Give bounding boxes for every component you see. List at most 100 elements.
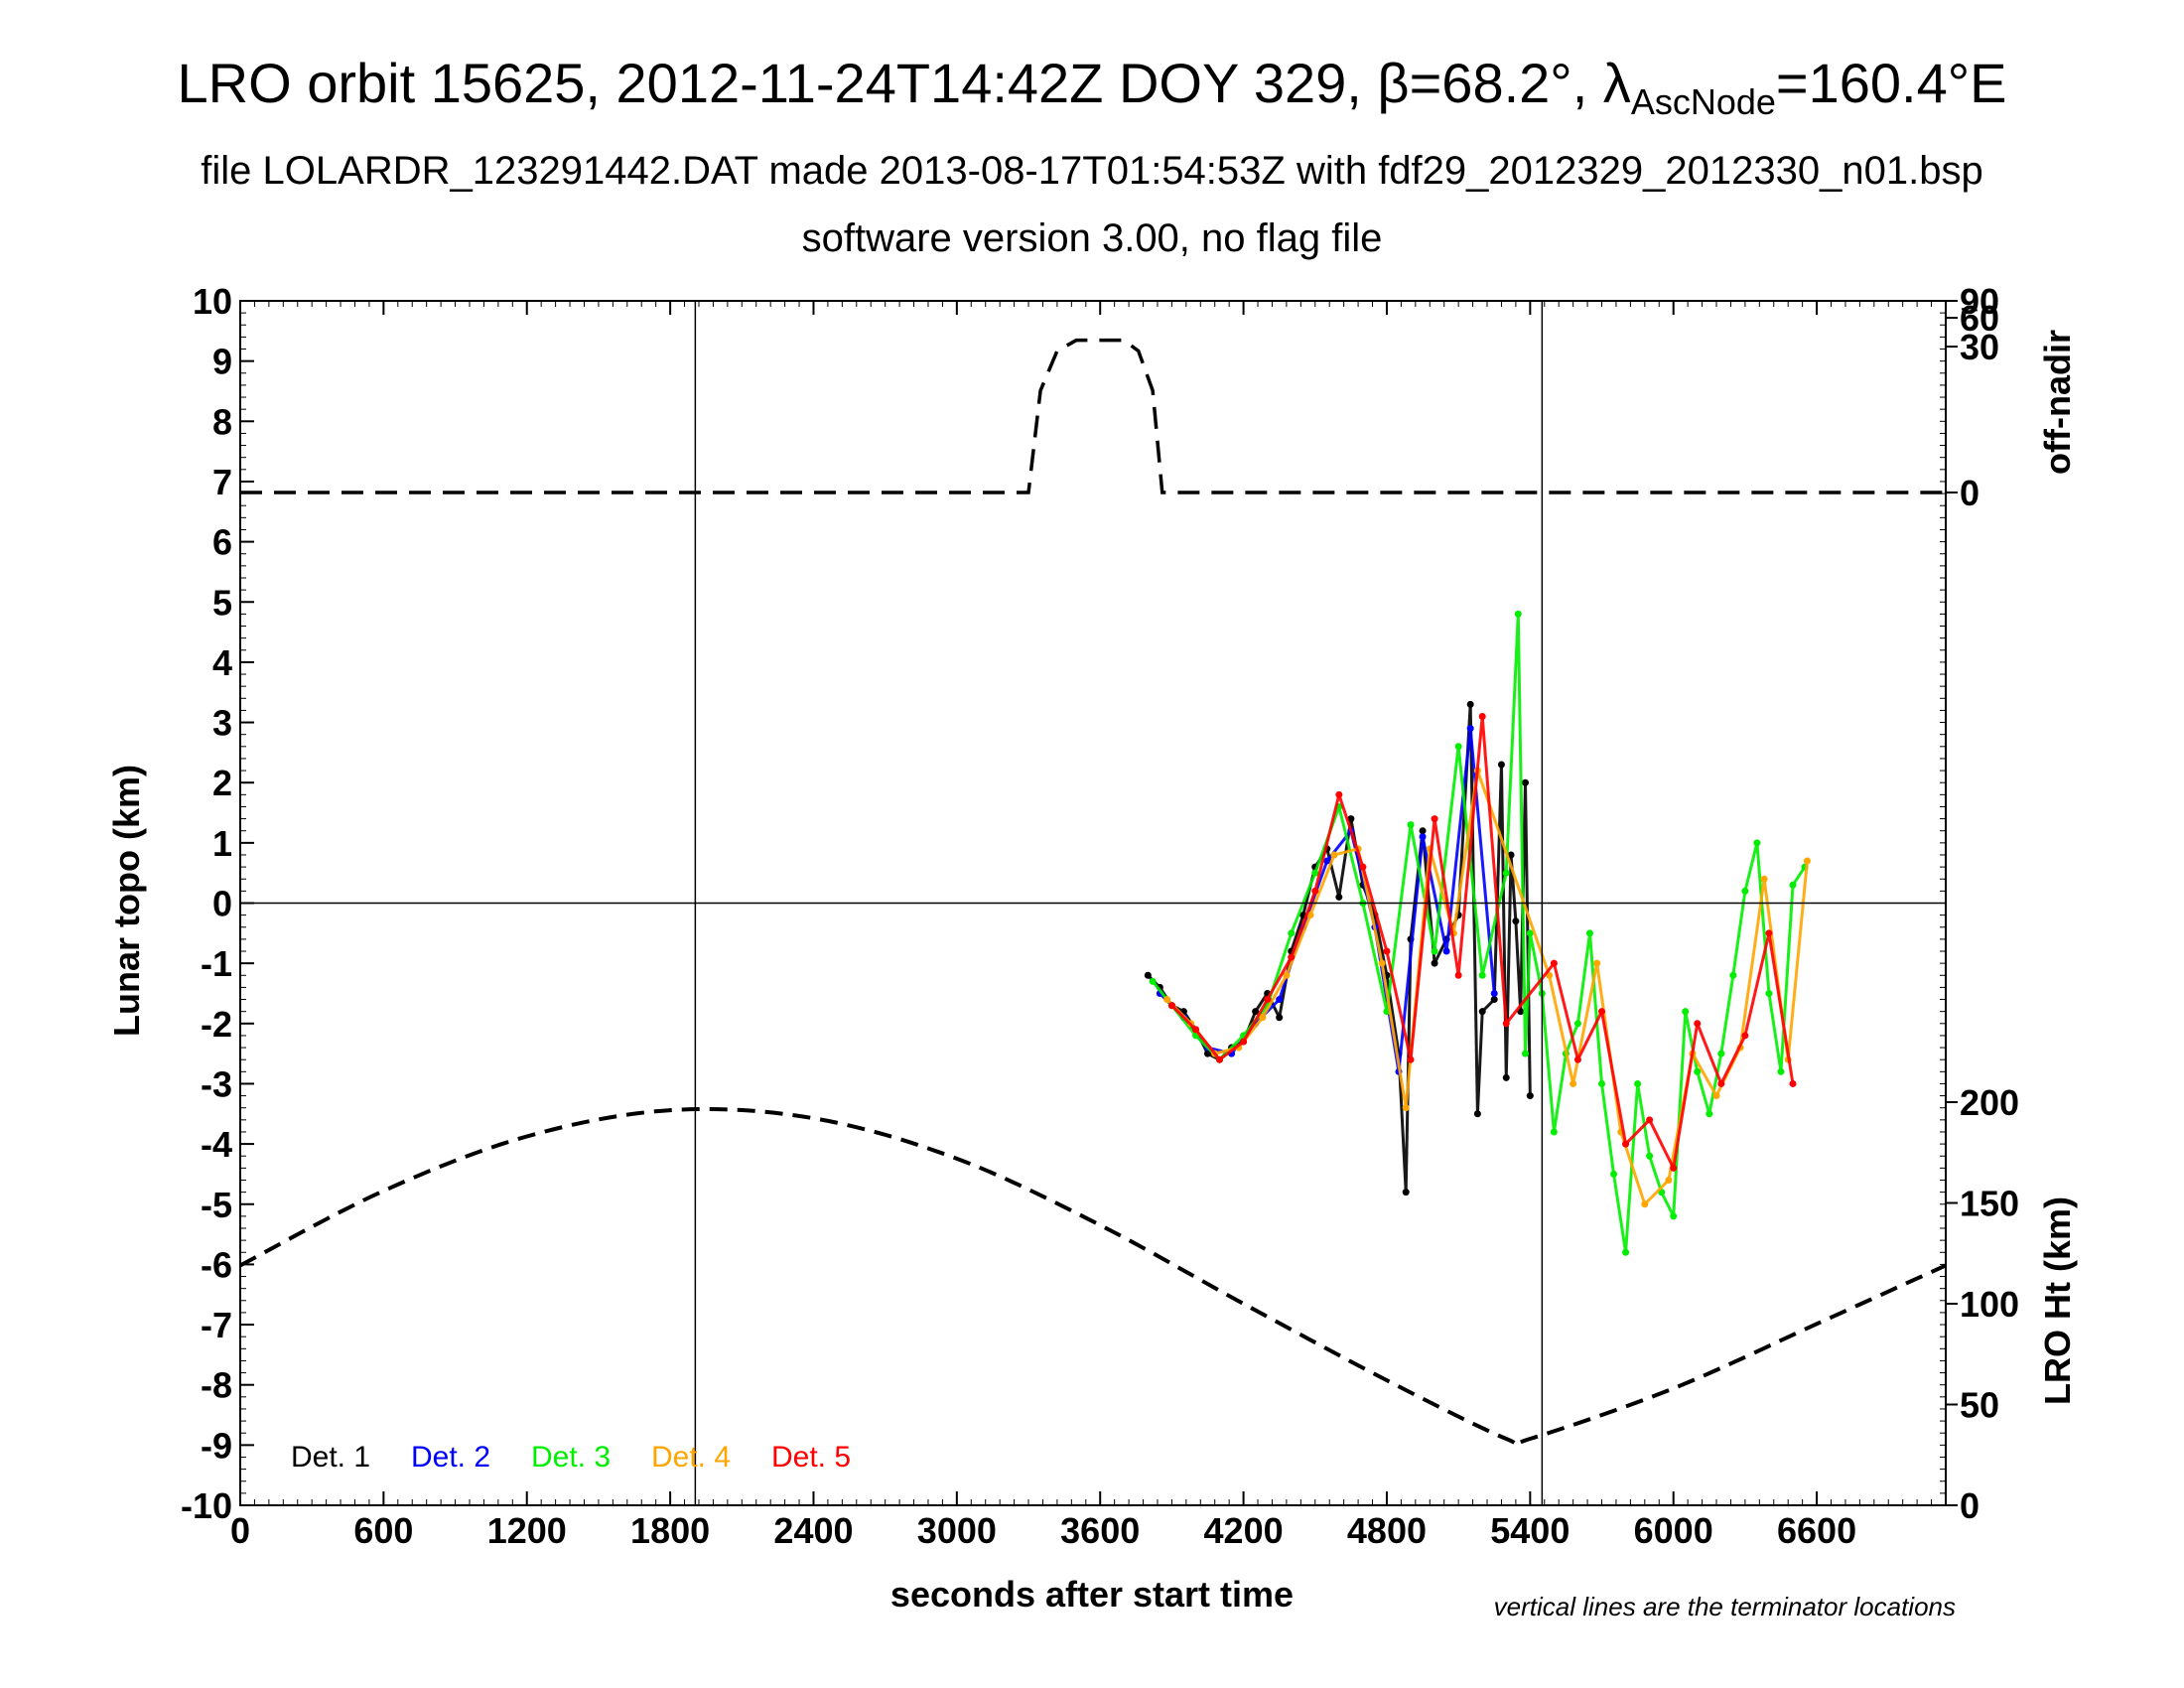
y-axis-label-off-nadir: off-nadir bbox=[2037, 330, 2078, 475]
topo-point-det5 bbox=[1765, 929, 1773, 937]
x-tick-label: 1200 bbox=[487, 1510, 567, 1551]
topo-point-det3 bbox=[1407, 821, 1415, 829]
topo-point-det1 bbox=[1419, 827, 1427, 835]
topo-point-det1 bbox=[1402, 1189, 1410, 1196]
x-tick-label: 3000 bbox=[917, 1510, 997, 1551]
off-nadir-line bbox=[240, 338, 1946, 494]
topo-point-det5 bbox=[1431, 815, 1438, 823]
y-tick-label: -10 bbox=[181, 1485, 232, 1526]
topo-point-det4 bbox=[1665, 1176, 1673, 1184]
topo-point-det4 bbox=[1803, 857, 1811, 865]
topo-trace-det5 bbox=[1170, 714, 1795, 1170]
y-tick-label: -9 bbox=[201, 1425, 232, 1466]
off-nadir-tick-label: 90 bbox=[1960, 281, 1999, 322]
y-axis-label-lro-height: LRO Ht (km) bbox=[2037, 1196, 2078, 1405]
topo-point-det3 bbox=[1502, 869, 1510, 877]
topo-point-det5 bbox=[1717, 1079, 1725, 1087]
legend-item-det4: Det. 4 bbox=[651, 1441, 731, 1474]
legend-item-det5: Det. 5 bbox=[771, 1441, 851, 1474]
topo-point-det5 bbox=[1478, 712, 1486, 720]
topo-point-det1 bbox=[1522, 778, 1530, 786]
y-tick-label: -8 bbox=[201, 1365, 232, 1406]
topo-point-det3 bbox=[1550, 1128, 1558, 1136]
topo-point-det3 bbox=[1622, 1248, 1630, 1256]
topo-point-det3 bbox=[1311, 869, 1319, 877]
topo-point-det5 bbox=[1288, 953, 1296, 961]
y-tick-label: 6 bbox=[212, 522, 232, 563]
topo-point-det3 bbox=[1682, 1008, 1690, 1016]
topo-point-det4 bbox=[1259, 1014, 1267, 1022]
y-tick-label: 7 bbox=[212, 462, 232, 502]
y-tick-label: 2 bbox=[212, 763, 232, 803]
topo-point-det1 bbox=[1490, 996, 1498, 1004]
topo-point-det1 bbox=[1252, 1008, 1260, 1016]
topo-point-det1 bbox=[1478, 1008, 1486, 1016]
y-tick-label: 10 bbox=[193, 281, 232, 322]
topo-point-det1 bbox=[1203, 1050, 1211, 1057]
topo-point-det3 bbox=[1514, 610, 1522, 618]
topo-point-det3 bbox=[1694, 1067, 1702, 1075]
topo-point-det3 bbox=[1454, 743, 1462, 751]
topo-point-det5 bbox=[1670, 1164, 1678, 1172]
topo-point-det2 bbox=[1419, 833, 1427, 841]
topo-point-det5 bbox=[1407, 1055, 1415, 1063]
legend-item-det2: Det. 2 bbox=[411, 1441, 490, 1474]
topo-point-det5 bbox=[1646, 1116, 1654, 1124]
x-tick-label: 4800 bbox=[1347, 1510, 1427, 1551]
topo-point-det5 bbox=[1454, 971, 1462, 979]
topo-point-det5 bbox=[1335, 790, 1343, 798]
x-tick-label: 1800 bbox=[630, 1510, 710, 1551]
x-tick-label: 6600 bbox=[1777, 1510, 1856, 1551]
topo-point-det1 bbox=[1473, 1110, 1481, 1118]
y-tick-label: 5 bbox=[212, 582, 232, 623]
topo-point-det3 bbox=[1526, 929, 1534, 937]
topo-trace-det1 bbox=[1147, 702, 1532, 1195]
topo-point-det3 bbox=[1573, 1020, 1581, 1028]
topo-point-det3 bbox=[1288, 929, 1296, 937]
topo-point-det3 bbox=[1765, 989, 1773, 997]
topo-point-det3 bbox=[1149, 977, 1157, 985]
topo-point-det4 bbox=[1163, 996, 1171, 1004]
topo-point-det3 bbox=[1478, 971, 1486, 979]
topo-point-det3 bbox=[1670, 1212, 1678, 1220]
y-tick-label: 3 bbox=[212, 703, 232, 744]
topo-point-det1 bbox=[1276, 1014, 1284, 1022]
lro-height-line bbox=[239, 1106, 1947, 1448]
topo-point-det5 bbox=[1264, 996, 1272, 1004]
topo-point-det1 bbox=[1502, 1073, 1510, 1081]
y-tick-label: -1 bbox=[201, 943, 232, 984]
title-main: LRO orbit 15625, 2012-11-24T14:42Z DOY 3… bbox=[177, 52, 1631, 114]
x-tick-label: 5400 bbox=[1490, 1510, 1570, 1551]
topo-point-det3 bbox=[1729, 971, 1737, 979]
y-tick-label: 1 bbox=[212, 823, 232, 864]
x-tick-label: 4200 bbox=[1204, 1510, 1284, 1551]
topo-point-det5 bbox=[1741, 1032, 1749, 1040]
y-tick-label: -2 bbox=[201, 1004, 232, 1045]
x-tick-label: 600 bbox=[353, 1510, 413, 1551]
legend: Det. 1 Det. 2 Det. 3 Det. 4 Det. 5 bbox=[291, 1441, 851, 1474]
lro-ht-tick-label: 0 bbox=[1960, 1485, 1979, 1526]
y-tick-label: 4 bbox=[212, 642, 232, 683]
topo-point-det1 bbox=[1144, 971, 1152, 979]
topo-point-det5 bbox=[1694, 1020, 1702, 1028]
topo-point-det5 bbox=[1240, 1038, 1248, 1046]
data-layer bbox=[239, 338, 1947, 1448]
topo-point-det4 bbox=[1760, 875, 1768, 883]
topo-point-det1 bbox=[1512, 917, 1520, 925]
topo-point-det5 bbox=[1573, 1055, 1581, 1063]
title-tail: =160.4°E bbox=[1775, 52, 2007, 114]
topo-point-det3 bbox=[1741, 887, 1749, 895]
topo-point-det5 bbox=[1191, 1026, 1199, 1034]
guide-layer bbox=[240, 301, 1946, 1505]
topo-point-det5 bbox=[1622, 1140, 1630, 1148]
y-tick-label: -3 bbox=[201, 1063, 232, 1104]
topo-point-det5 bbox=[1598, 1008, 1606, 1016]
y-tick-label: 0 bbox=[212, 884, 232, 924]
y-tick-label: -5 bbox=[201, 1185, 232, 1225]
topo-point-det5 bbox=[1789, 1079, 1797, 1087]
x-tick-label: 6000 bbox=[1634, 1510, 1713, 1551]
topo-point-det3 bbox=[1789, 881, 1797, 889]
x-tick-label: 0 bbox=[230, 1510, 250, 1551]
topo-point-det4 bbox=[1641, 1200, 1649, 1208]
